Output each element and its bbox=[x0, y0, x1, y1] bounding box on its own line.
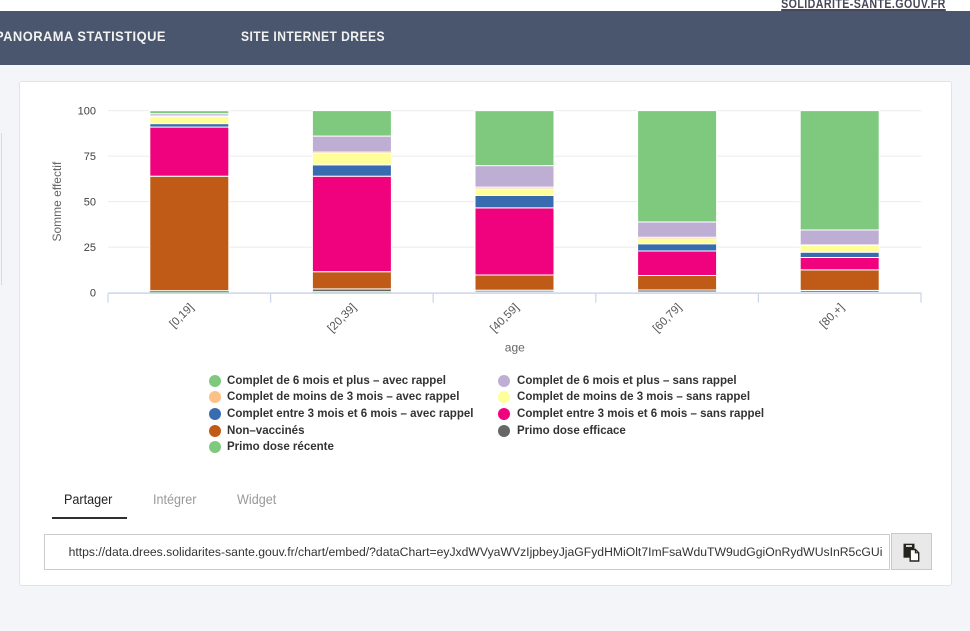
svg-text:100: 100 bbox=[78, 106, 96, 118]
svg-text:50: 50 bbox=[84, 197, 96, 209]
svg-text:[60,79]: [60,79] bbox=[651, 302, 684, 335]
svg-text:[20,39]: [20,39] bbox=[326, 302, 359, 335]
svg-text:[40,59]: [40,59] bbox=[488, 302, 521, 335]
svg-text:age: age bbox=[505, 341, 525, 355]
svg-text:25: 25 bbox=[84, 242, 96, 254]
svg-text:[80,+]: [80,+] bbox=[818, 302, 847, 331]
svg-text:75: 75 bbox=[84, 151, 96, 163]
svg-text:[0,19]: [0,19] bbox=[168, 302, 197, 331]
svg-text:Somme effectif: Somme effectif bbox=[50, 161, 64, 241]
svg-text:0: 0 bbox=[90, 288, 96, 300]
